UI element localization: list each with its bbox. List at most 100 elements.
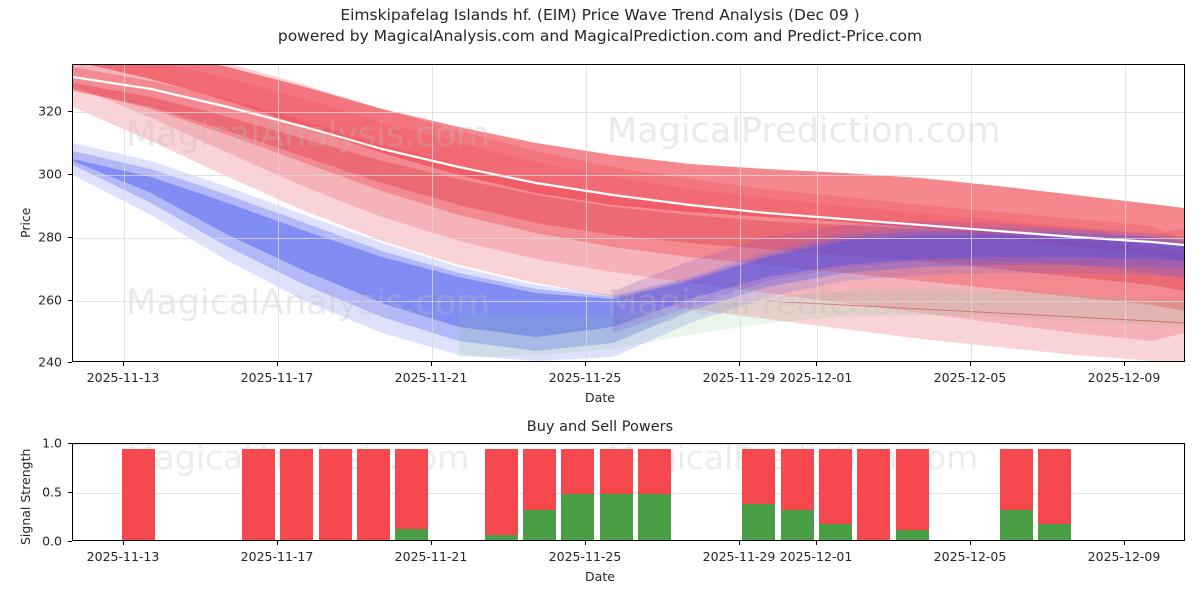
xtick-mark-signal-2025-12-01 [816, 541, 817, 545]
xtick-label-signal-2025-11-25: 2025-11-25 [548, 549, 622, 564]
xtick-label-signal-2025-11-21: 2025-11-21 [394, 549, 468, 564]
ytick-mark-320 [68, 111, 72, 113]
xtick-mark-2025-12-09 [1124, 362, 1125, 366]
xtick-mark-2025-11-17 [277, 362, 278, 366]
price-wave-chart-axes: MagicalAnalysis.com MagicalPrediction.co… [72, 64, 1185, 362]
buy-power-segment [484, 535, 518, 540]
gridline-y-320 [73, 112, 1184, 114]
signal-bar [522, 448, 556, 540]
ytick-mark-signal-1-0 [68, 443, 72, 444]
gridline-y-300 [73, 175, 1184, 177]
xtick-label-2025-11-29: 2025-11-29 [702, 370, 776, 385]
xtick-mark-signal-2025-11-25 [585, 541, 586, 545]
signal-bar [637, 448, 671, 540]
buy-power-segment [560, 494, 594, 540]
xtick-label-2025-11-25: 2025-11-25 [548, 370, 622, 385]
gridline-x-2025-11-29 [740, 65, 741, 361]
xtick-mark-signal-2025-11-17 [277, 541, 278, 545]
ytick-mark-280 [68, 236, 72, 238]
signal-bar [1037, 448, 1071, 540]
sell-power-segment [856, 448, 890, 540]
gridline-x-2025-12-01 [817, 65, 818, 361]
signal-bar [318, 448, 352, 540]
xtick-mark-signal-2025-11-13 [123, 541, 124, 545]
xtick-mark-2025-12-05 [970, 362, 971, 366]
band-red-strong-top [90, 65, 1184, 261]
ytick-mark-240 [68, 362, 72, 363]
title-line-2: powered by MagicalAnalysis.com and Magic… [277, 27, 923, 45]
ytick-label-signal-1-0: 1.0 [42, 435, 62, 451]
sell-power-segment [484, 448, 518, 540]
signal-strength-axis-title: Signal Strength [18, 448, 33, 545]
signal-bar [560, 448, 594, 540]
ytick-mark-300 [68, 174, 72, 176]
price-wave-bands [73, 65, 1184, 361]
ytick-label-signal-0-0: 0.0 [42, 533, 62, 549]
ytick-label-300: 300 [38, 166, 62, 182]
sell-power-segment [279, 448, 313, 540]
buy-power-segment [741, 504, 775, 540]
gridline-x-2025-11-25 [586, 65, 587, 361]
signal-bar [818, 448, 852, 540]
xtick-mark-signal-2025-12-09 [1124, 541, 1125, 545]
signal-bar [895, 448, 929, 540]
gridline-x-2025-12-05 [971, 65, 972, 361]
page-title: Eimskipafelag Islands hf. (EIM) Price Wa… [0, 5, 1200, 47]
xtick-mark-signal-2025-12-05 [970, 541, 971, 545]
gridline-x-2025-11-21 [432, 65, 433, 361]
buy-power-segment [818, 524, 852, 540]
ytick-mark-260 [68, 299, 72, 301]
xtick-label-signal-2025-12-05: 2025-12-05 [933, 549, 1007, 564]
price-date-axis-title: Date [585, 390, 615, 405]
xtick-label-2025-12-09: 2025-12-09 [1087, 370, 1161, 385]
ytick-mark-signal-0-0 [68, 541, 72, 542]
xtick-label-signal-2025-11-17: 2025-11-17 [240, 549, 314, 564]
xtick-label-signal-2025-11-13: 2025-11-13 [86, 549, 160, 564]
xtick-label-2025-11-17: 2025-11-17 [240, 370, 314, 385]
ytick-label-260: 260 [38, 292, 62, 308]
buy-power-segment [780, 509, 814, 540]
gridline-x-2025-12-09 [1125, 65, 1126, 361]
xtick-mark-2025-11-29 [739, 362, 740, 366]
signal-bar [999, 448, 1033, 540]
gridline-x-2025-11-17 [278, 65, 279, 361]
buy-power-segment [1037, 524, 1071, 540]
xtick-mark-2025-11-21 [431, 362, 432, 366]
xtick-label-2025-12-01: 2025-12-01 [779, 370, 853, 385]
band-red-inner [73, 83, 1184, 291]
ytick-mark-signal-0-5 [68, 492, 72, 493]
xtick-mark-2025-11-25 [585, 362, 586, 366]
price-axis-title: Price [18, 207, 33, 239]
buy-power-segment [999, 509, 1033, 540]
sell-power-segment [318, 448, 352, 540]
xtick-label-2025-11-13: 2025-11-13 [86, 370, 160, 385]
price-line [73, 75, 1184, 247]
buy-power-segment [895, 529, 929, 540]
gridline-x-2025-11-13 [124, 65, 125, 361]
gridline-y-280 [73, 237, 1184, 239]
sell-power-segment [356, 448, 390, 540]
band-purple-crossover [613, 221, 1184, 333]
signal-bar [121, 448, 155, 540]
xtick-mark-2025-12-01 [816, 362, 817, 366]
band-green-faint [459, 289, 1184, 357]
buy-power-segment [599, 494, 633, 540]
xtick-mark-signal-2025-11-29 [739, 541, 740, 545]
buy-power-segment [394, 529, 428, 540]
sell-power-segment [394, 448, 428, 540]
ytick-label-320: 320 [38, 103, 62, 119]
buy-sell-powers-axes: MagicalAnalysis.com MagicalPrediction.co… [72, 443, 1185, 541]
xtick-label-signal-2025-12-09: 2025-12-09 [1087, 549, 1161, 564]
xtick-label-signal-2025-11-29: 2025-11-29 [702, 549, 776, 564]
signal-bar [856, 448, 890, 540]
signal-date-axis-title: Date [585, 569, 615, 584]
signal-chart-title: Buy and Sell Powers [526, 419, 674, 435]
gridline-y-260 [73, 300, 1184, 302]
band-blue-outer [73, 143, 1184, 361]
sell-power-segment [241, 448, 275, 540]
title-line-1: Eimskipafelag Islands hf. (EIM) Price Wa… [340, 6, 860, 24]
xtick-mark-signal-2025-11-21 [431, 541, 432, 545]
signal-bar [741, 448, 775, 540]
signal-bar [394, 448, 428, 540]
gridline-signal-1-0 [73, 444, 1184, 445]
